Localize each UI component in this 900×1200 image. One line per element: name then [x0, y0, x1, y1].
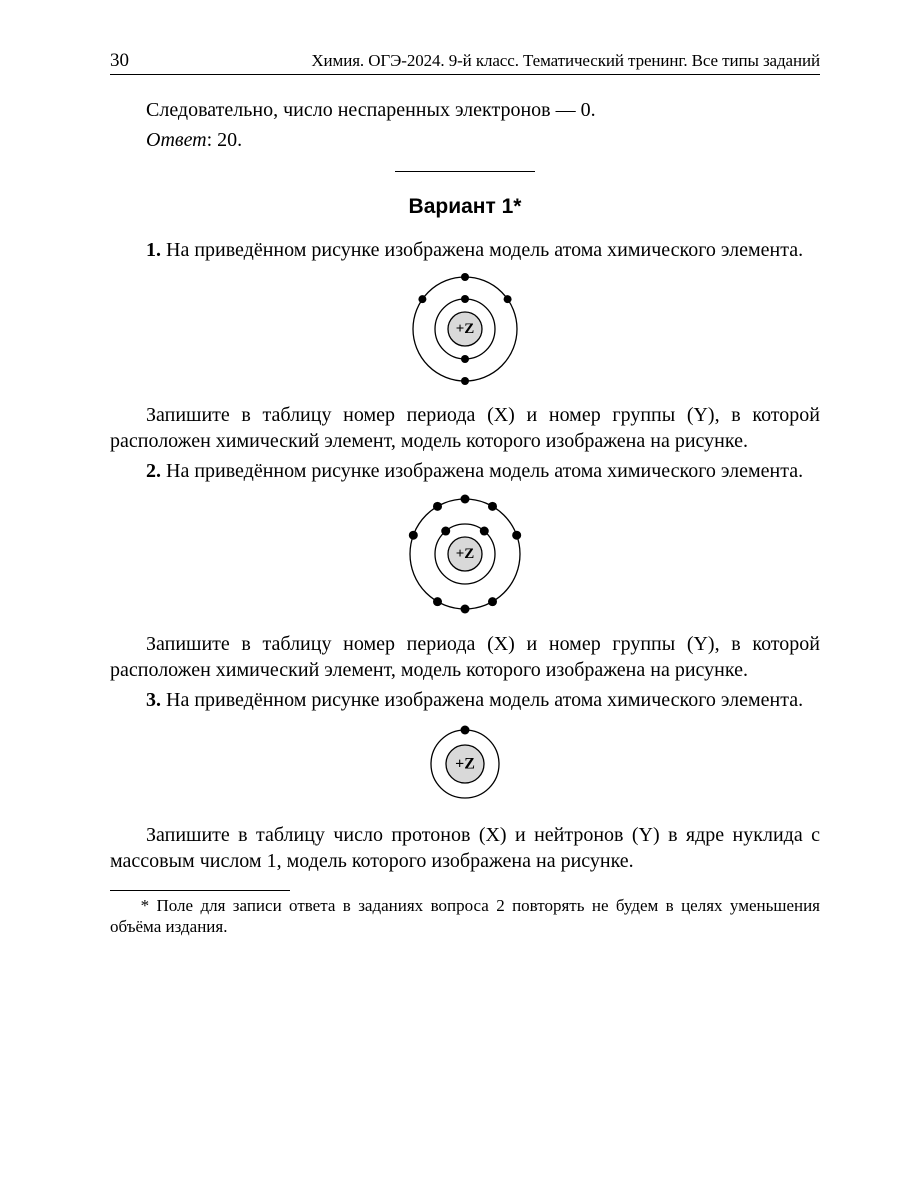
task-3-intro: 3. На приведённом рисунке изображена мод… — [110, 687, 820, 713]
atom-diagram-2: +Z — [401, 490, 529, 618]
answer-label: Ответ — [146, 129, 207, 151]
footnote-rule — [110, 890, 290, 891]
task-2-number: 2. — [146, 460, 161, 482]
task-1-intro: 1. На приведённом рисунке изображена мод… — [110, 237, 820, 263]
task-3-text-a: На приведённом рисунке изображена модель… — [161, 689, 803, 711]
task-2-text-a: На приведённом рисунке изображена модель… — [161, 460, 803, 482]
task-2-instruction: Запишите в таблицу номер периода (X) и н… — [110, 631, 820, 683]
running-header: 30 Химия. ОГЭ-2024. 9-й класс. Тематичес… — [110, 50, 820, 75]
task-3-instruction: Запишите в таблицу число протонов (X) и … — [110, 822, 820, 874]
task-1-text-a: На приведённом рисунке изображена модель… — [161, 239, 803, 261]
footnote: * Поле для записи ответа в заданиях вопр… — [110, 895, 820, 938]
task-1-figure: +Z — [110, 269, 820, 394]
variant-heading: Вариант 1* — [110, 195, 820, 219]
atom-diagram-3: +Z — [420, 719, 510, 809]
task-1-instruction: Запишите в таблицу номер периода (X) и н… — [110, 402, 820, 454]
separator — [110, 159, 820, 177]
svg-text:+Z: +Z — [455, 756, 475, 773]
task-3-figure: +Z — [110, 719, 820, 814]
book-title: Химия. ОГЭ-2024. 9-й класс. Тематический… — [311, 51, 820, 71]
intro-conclusion: Следовательно, число неспаренных электро… — [110, 97, 820, 123]
answer-value: : 20. — [207, 129, 243, 151]
atom-diagram-1: +Z — [405, 269, 525, 389]
svg-text:+Z: +Z — [456, 546, 475, 562]
task-2-figure: +Z — [110, 490, 820, 623]
page-container: 30 Химия. ОГЭ-2024. 9-й класс. Тематичес… — [0, 0, 900, 1200]
page-number: 30 — [110, 50, 129, 72]
task-3-number: 3. — [146, 689, 161, 711]
svg-text:+Z: +Z — [456, 321, 475, 337]
task-1-number: 1. — [146, 239, 161, 261]
intro-answer: Ответ: 20. — [110, 127, 820, 153]
task-2-intro: 2. На приведённом рисунке изображена мод… — [110, 458, 820, 484]
